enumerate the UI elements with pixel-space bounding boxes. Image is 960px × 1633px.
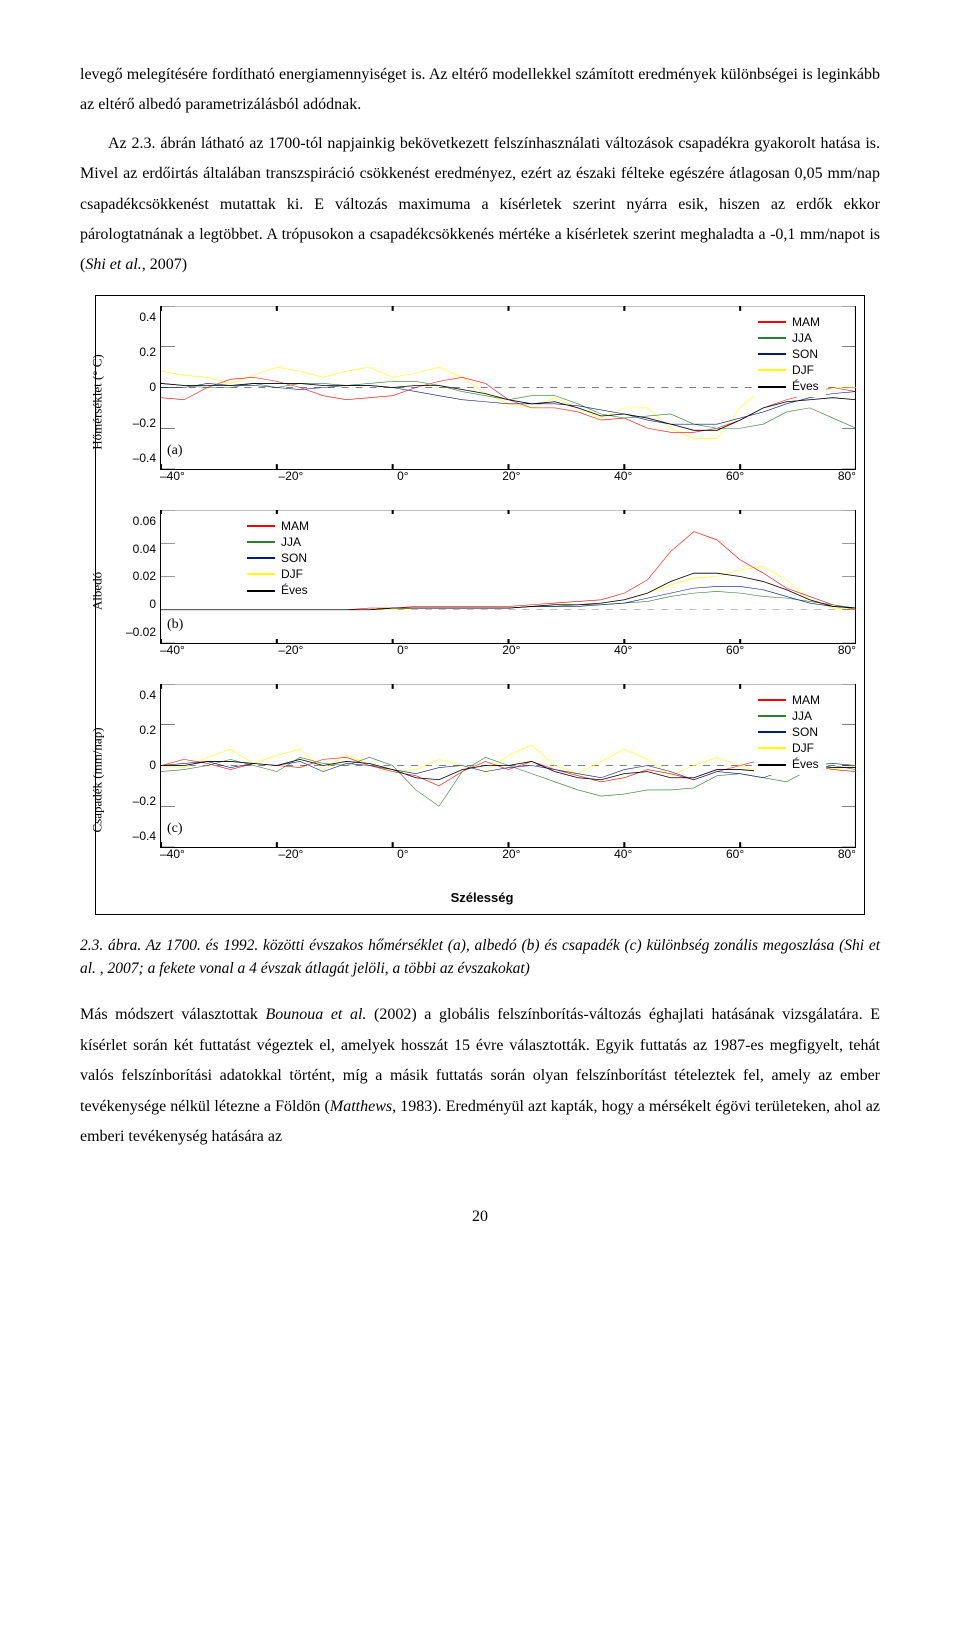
legend-label: JJA: [792, 708, 812, 724]
legend: MAMJJASONDJFÉves: [243, 516, 315, 601]
legend-item: SON: [247, 550, 309, 566]
legend-swatch: [247, 525, 275, 527]
legend-item: MAM: [758, 314, 820, 330]
legend-item: Éves: [247, 582, 309, 598]
legend-item: Éves: [758, 756, 820, 772]
legend-item: Éves: [758, 378, 820, 394]
y-axis-label: Hőmérséklet (° C): [86, 354, 111, 449]
legend: MAMJJASONDJFÉves: [754, 312, 826, 397]
legend-item: JJA: [758, 330, 820, 346]
y-axis-label: Albedó: [86, 572, 111, 610]
para2-run-b: , 2007): [142, 256, 187, 273]
panel-tag: (b): [167, 612, 183, 639]
legend-swatch: [758, 747, 786, 749]
legend-label: Éves: [792, 378, 819, 394]
x-axis-title: Szélesség: [102, 886, 862, 911]
legend-item: DJF: [247, 566, 309, 582]
y-ticks: 0.40.20–0.2–0.4: [118, 684, 156, 848]
panel-tag: (a): [167, 438, 183, 465]
legend-item: JJA: [247, 534, 309, 550]
chart-panel-b: Albedó0.060.040.020–0.02(b)MAMJJASONDJFÉ…: [102, 506, 862, 676]
figure-caption: 2.3. ábra. Az 1700. és 1992. közötti évs…: [80, 935, 880, 980]
legend-swatch: [247, 590, 275, 592]
paragraph-1: levegő melegítésére fordítható energiame…: [80, 60, 880, 121]
y-axis-label: Csapadék (mm/nap): [86, 727, 111, 832]
chart-panel-a: Hőmérséklet (° C)0.40.20–0.2–0.4(a)MAMJJ…: [102, 302, 862, 502]
paragraph-3: Más módszert választottak Bounoua et al.…: [80, 1000, 880, 1152]
legend-label: MAM: [792, 692, 820, 708]
plot-area: (c) MAMJJASONDJFÉves: [160, 684, 856, 848]
legend-swatch: [758, 353, 786, 355]
legend-swatch: [758, 369, 786, 371]
legend: MAMJJASONDJFÉves: [754, 690, 826, 775]
legend-item: SON: [758, 724, 820, 740]
legend-swatch: [758, 715, 786, 717]
legend-swatch: [758, 731, 786, 733]
legend-swatch: [758, 321, 786, 323]
x-ticks: –40°–20°0°20°40°60°80°: [160, 465, 856, 488]
legend-label: MAM: [792, 314, 820, 330]
legend-label: SON: [792, 346, 818, 362]
legend-item: MAM: [247, 518, 309, 534]
legend-swatch: [758, 386, 786, 388]
page-number: 20: [80, 1202, 880, 1232]
plot-area: (a) MAMJJASONDJFÉves: [160, 306, 856, 470]
legend-swatch: [247, 541, 275, 543]
legend-swatch: [758, 337, 786, 339]
plot-area: (b) MAMJJASONDJFÉves: [160, 510, 856, 644]
legend-item: SON: [758, 346, 820, 362]
legend-label: MAM: [281, 518, 309, 534]
legend-item: JJA: [758, 708, 820, 724]
legend-swatch: [247, 557, 275, 559]
legend-item: MAM: [758, 692, 820, 708]
legend-label: DJF: [792, 740, 814, 756]
figure-2-3: Hőmérséklet (° C)0.40.20–0.2–0.4(a)MAMJJ…: [95, 295, 865, 916]
para2-run-a: Az 2.3. ábrán látható az 1700-tól napjai…: [80, 135, 880, 274]
legend-item: DJF: [758, 362, 820, 378]
legend-label: JJA: [281, 534, 301, 550]
legend-swatch: [758, 699, 786, 701]
legend-swatch: [758, 764, 786, 766]
y-ticks: 0.40.20–0.2–0.4: [118, 306, 156, 470]
y-ticks: 0.060.040.020–0.02: [118, 510, 156, 644]
para3-citation-1: Bounoua et al.: [265, 1006, 366, 1023]
legend-label: SON: [792, 724, 818, 740]
x-ticks: –40°–20°0°20°40°60°80°: [160, 639, 856, 662]
paragraph-2: Az 2.3. ábrán látható az 1700-tól napjai…: [80, 129, 880, 281]
para3-run-a: Más módszert választottak: [80, 1006, 265, 1023]
legend-label: DJF: [281, 566, 303, 582]
legend-label: JJA: [792, 330, 812, 346]
x-ticks: –40°–20°0°20°40°60°80°: [160, 843, 856, 866]
legend-label: Éves: [792, 756, 819, 772]
para3-citation-2: Matthews: [330, 1098, 392, 1115]
para2-citation: Shi et al.: [85, 256, 141, 273]
legend-item: DJF: [758, 740, 820, 756]
panel-tag: (c): [167, 816, 183, 843]
legend-swatch: [247, 573, 275, 575]
legend-label: SON: [281, 550, 307, 566]
legend-label: Éves: [281, 582, 308, 598]
chart-panel-c: Csapadék (mm/nap)0.40.20–0.2–0.4(c)MAMJJ…: [102, 680, 862, 880]
legend-label: DJF: [792, 362, 814, 378]
